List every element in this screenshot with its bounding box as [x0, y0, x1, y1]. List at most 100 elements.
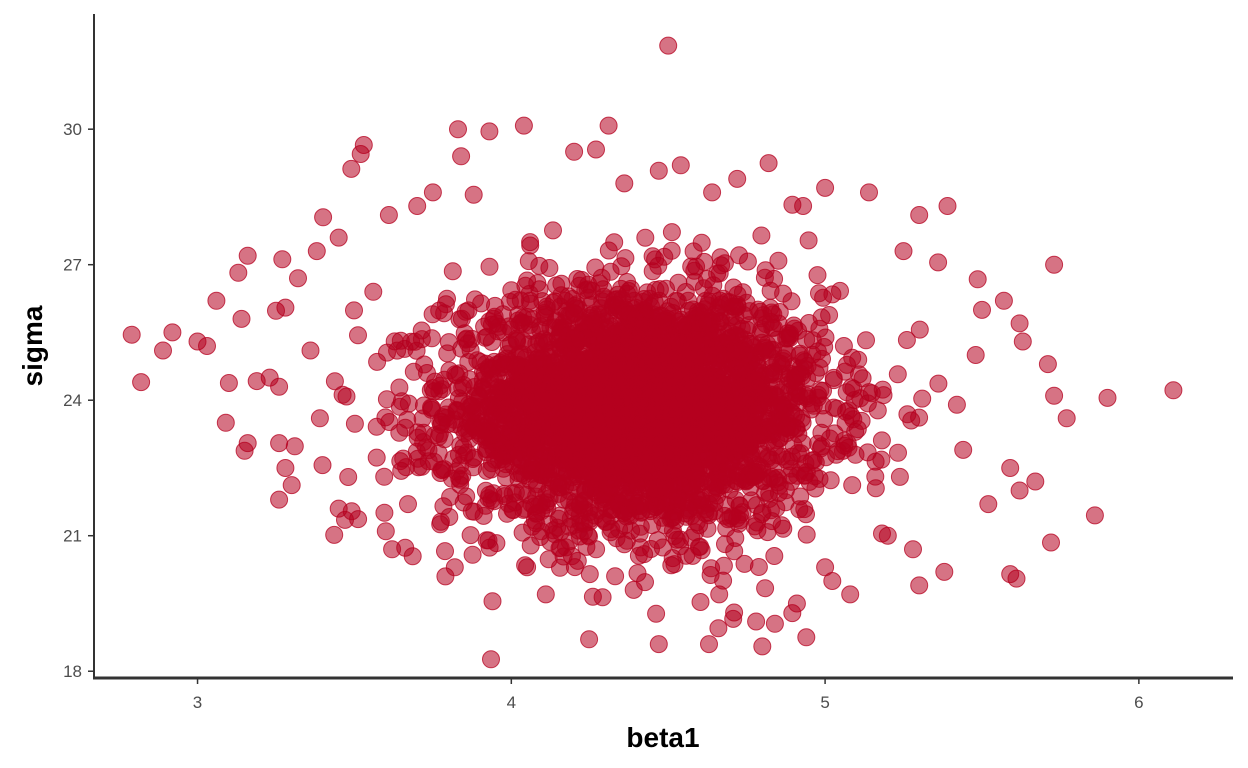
- data-point: [843, 348, 862, 367]
- data-point: [540, 259, 559, 277]
- data-point: [375, 503, 394, 522]
- data-point: [762, 340, 780, 359]
- data-point: [639, 462, 658, 481]
- data-point: [699, 316, 718, 335]
- data-point: [232, 309, 251, 328]
- data-point: [1013, 332, 1032, 351]
- data-point: [804, 396, 823, 415]
- data-point: [436, 295, 455, 314]
- data-point: [270, 377, 289, 396]
- data-point: [623, 360, 642, 379]
- data-point: [866, 467, 885, 486]
- data-point: [878, 526, 897, 545]
- data-point: [816, 178, 835, 197]
- points-layer: [122, 36, 1183, 669]
- data-point: [929, 253, 948, 272]
- data-point: [756, 579, 775, 598]
- data-point: [1038, 355, 1057, 374]
- data-point: [1026, 472, 1045, 491]
- data-point: [676, 454, 695, 472]
- data-point: [1045, 255, 1064, 274]
- data-point: [897, 331, 916, 349]
- data-point: [524, 397, 543, 416]
- data-point: [336, 510, 354, 529]
- data-point: [349, 326, 367, 345]
- data-point: [904, 540, 922, 559]
- data-point: [700, 635, 718, 654]
- data-point: [777, 418, 796, 437]
- data-point: [615, 174, 634, 193]
- data-point: [710, 304, 729, 323]
- data-point: [276, 459, 295, 477]
- data-point: [307, 242, 326, 261]
- data-point: [709, 619, 728, 638]
- data-point: [774, 284, 793, 303]
- data-point: [496, 380, 515, 399]
- data-point: [565, 304, 584, 323]
- data-point: [677, 316, 696, 335]
- data-point: [769, 399, 788, 418]
- data-point: [345, 414, 364, 433]
- data-point: [580, 512, 599, 531]
- data-point: [821, 471, 840, 490]
- data-point: [691, 537, 710, 556]
- data-point: [765, 470, 784, 489]
- data-point: [603, 468, 622, 487]
- data-point: [521, 233, 540, 252]
- data-point: [687, 470, 706, 489]
- data-point: [662, 223, 681, 242]
- data-point: [725, 603, 744, 622]
- data-point: [790, 393, 808, 412]
- data-point: [534, 385, 553, 404]
- data-point: [451, 456, 470, 475]
- data-point: [599, 116, 618, 135]
- data-point: [560, 491, 578, 510]
- data-point: [797, 628, 816, 647]
- data-point: [782, 447, 801, 466]
- data-point: [325, 525, 344, 544]
- data-point: [648, 307, 667, 326]
- data-point: [480, 257, 499, 276]
- data-point: [459, 334, 477, 353]
- data-point: [735, 554, 754, 573]
- data-point: [500, 292, 519, 311]
- data-point: [795, 466, 814, 485]
- data-point: [376, 408, 395, 427]
- data-point: [423, 183, 442, 202]
- data-point: [533, 334, 552, 353]
- data-point: [551, 338, 569, 357]
- data-point: [791, 364, 810, 383]
- data-point: [794, 197, 813, 215]
- data-point: [425, 452, 443, 471]
- x-tick-label: 3: [193, 693, 202, 712]
- data-point: [659, 378, 678, 397]
- data-point: [710, 585, 729, 604]
- data-point: [803, 331, 822, 350]
- data-point: [725, 395, 744, 414]
- data-point: [890, 467, 909, 486]
- data-point: [329, 228, 348, 247]
- data-point: [721, 414, 739, 433]
- data-point: [563, 387, 582, 406]
- data-point: [476, 496, 495, 515]
- data-point: [459, 301, 478, 320]
- data-point: [310, 409, 329, 428]
- data-point: [339, 468, 358, 486]
- data-point: [808, 266, 827, 285]
- data-point: [465, 378, 484, 396]
- data-point: [708, 435, 727, 454]
- data-point: [730, 358, 748, 376]
- data-point: [576, 281, 595, 300]
- data-point: [238, 246, 257, 265]
- x-tick-label: 6: [1134, 693, 1143, 712]
- data-point: [440, 508, 459, 526]
- data-point: [216, 413, 235, 432]
- data-point: [611, 375, 630, 394]
- data-point: [412, 330, 431, 349]
- data-point: [1057, 409, 1076, 428]
- data-point: [367, 448, 386, 467]
- data-point: [929, 374, 948, 393]
- data-point: [894, 242, 913, 261]
- data-point: [910, 576, 929, 595]
- data-point: [576, 482, 595, 500]
